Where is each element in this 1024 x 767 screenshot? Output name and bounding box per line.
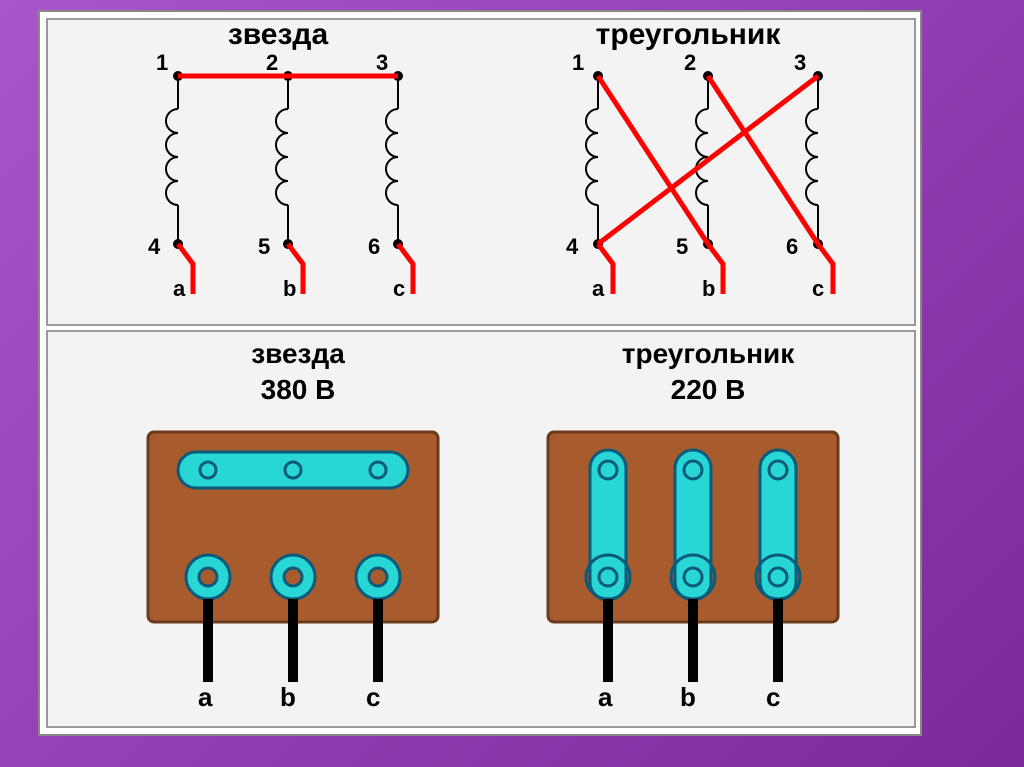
delta-pB: b — [702, 276, 715, 302]
bottom-panel: звезда 380 В треугольник 220 В — [46, 330, 916, 728]
delta-term-l1: треугольник — [622, 338, 794, 369]
star-pA: а — [173, 276, 185, 302]
star-tb-pB: b — [280, 682, 296, 713]
delta-t4: 4 — [566, 234, 578, 260]
delta-term-l2: 220 В — [671, 374, 746, 405]
delta-title: треугольник — [548, 18, 828, 52]
delta-t6: 6 — [786, 234, 798, 260]
delta-tb-pC: с — [766, 682, 780, 713]
delta-t1: 1 — [572, 50, 584, 76]
delta-pC: с — [812, 276, 824, 302]
delta-terminal-block — [528, 422, 868, 722]
star-term-title: звезда 380 В — [198, 336, 398, 409]
star-t1: 1 — [156, 50, 168, 76]
star-pB: b — [283, 276, 296, 302]
star-t2: 2 — [266, 50, 278, 76]
star-term-l1: звезда — [251, 338, 345, 369]
delta-t3: 3 — [794, 50, 806, 76]
star-t6: 6 — [368, 234, 380, 260]
star-terminal-block — [128, 422, 468, 722]
delta-t2: 2 — [684, 50, 696, 76]
diagram-frame: звезда — [38, 10, 922, 736]
star-t4: 4 — [148, 234, 160, 260]
star-pC: с — [393, 276, 405, 302]
star-t3: 3 — [376, 50, 388, 76]
delta-t5: 5 — [676, 234, 688, 260]
delta-coil-diagram — [528, 54, 908, 324]
star-tb-pC: с — [366, 682, 380, 713]
star-tb-pA: а — [198, 682, 212, 713]
delta-term-title: треугольник 220 В — [578, 336, 838, 409]
top-panel: звезда — [46, 18, 916, 326]
delta-tb-pB: b — [680, 682, 696, 713]
delta-tb-pA: а — [598, 682, 612, 713]
delta-pA: а — [592, 276, 604, 302]
star-term-l2: 380 В — [261, 374, 336, 405]
star-t5: 5 — [258, 234, 270, 260]
star-title: звезда — [178, 18, 378, 52]
